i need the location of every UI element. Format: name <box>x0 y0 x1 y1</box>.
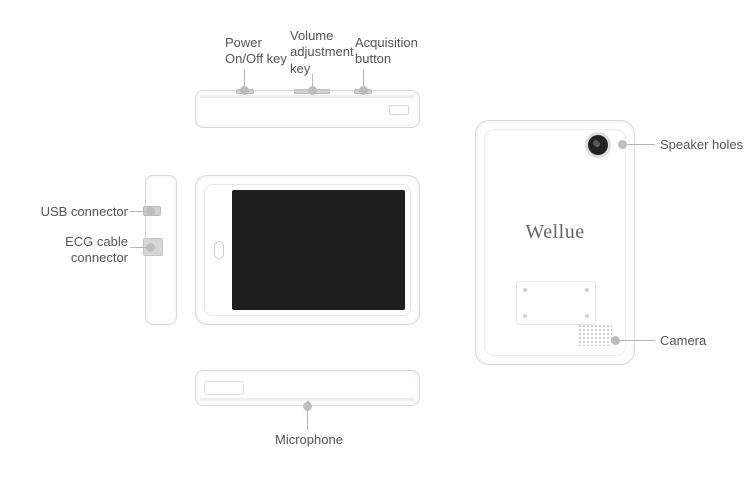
leader-dot-volume <box>308 86 317 95</box>
label-ecg: ECG cable connector <box>28 234 128 267</box>
bottom-slot <box>204 381 244 395</box>
leader-dot-camera <box>611 336 620 345</box>
leader-dot-acq <box>359 86 368 95</box>
device-bottom-edge-view <box>195 370 420 406</box>
label-acquisition: Acquisition button <box>355 35 418 68</box>
label-speaker-holes: Speaker holes <box>660 137 743 153</box>
top-ridge <box>200 95 415 98</box>
leader-speaker <box>625 144 655 145</box>
speaker-grille-icon <box>578 324 612 346</box>
top-slot <box>389 105 409 115</box>
label-camera: Camera <box>660 333 706 349</box>
brand-text: Wellue <box>476 221 634 244</box>
leader-dot-usb <box>146 207 155 216</box>
leader-mic <box>307 408 308 430</box>
label-volume: Volume adjustment key <box>290 28 354 77</box>
leader-dot-ecg <box>146 243 155 252</box>
leader-dot-speaker <box>618 140 627 149</box>
back-plate <box>516 281 596 325</box>
screw-icon <box>585 288 589 292</box>
label-power: Power On/Off key <box>225 35 287 68</box>
leader-dot-power <box>240 86 249 95</box>
screw-icon <box>523 314 527 318</box>
screw-icon <box>585 314 589 318</box>
screen-icon <box>232 190 405 310</box>
camera-lens-icon <box>588 135 608 155</box>
device-back-view: Wellue <box>475 120 635 365</box>
screw-icon <box>523 288 527 292</box>
leader-dot-mic <box>303 402 312 411</box>
device-front-view <box>195 175 420 325</box>
label-usb: USB connector <box>28 204 128 220</box>
leader-camera <box>618 340 655 341</box>
device-top-edge-view <box>195 90 420 128</box>
label-microphone: Microphone <box>275 432 343 448</box>
home-button-icon <box>214 241 224 259</box>
